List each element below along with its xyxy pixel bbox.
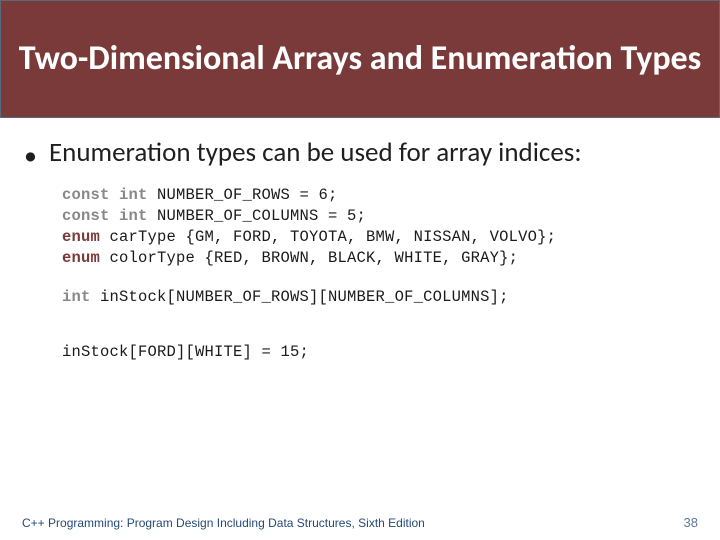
keyword-enum: enum: [62, 228, 100, 246]
keyword-enum: enum: [62, 249, 100, 267]
keyword-const-int: const int: [62, 207, 148, 225]
code-text: NUMBER_OF_COLUMNS = 5;: [148, 207, 367, 225]
code-line-5: int inStock[NUMBER_OF_ROWS][NUMBER_OF_CO…: [62, 287, 700, 308]
code-line-4: enum colorType {RED, BROWN, BLACK, WHITE…: [62, 248, 700, 269]
footer: C++ Programming: Program Design Includin…: [0, 515, 720, 530]
content-area: • Enumeration types can be used for arra…: [0, 118, 720, 363]
code-text: NUMBER_OF_ROWS = 6;: [148, 186, 338, 204]
bullet-marker: •: [24, 140, 37, 171]
code-text: carType {GM, FORD, TOYOTA, BMW, NISSAN, …: [100, 228, 556, 246]
page-number: 38: [684, 515, 698, 530]
code-text: colorType {RED, BROWN, BLACK, WHITE, GRA…: [100, 249, 518, 267]
code-line-2: const int NUMBER_OF_COLUMNS = 5;: [62, 206, 700, 227]
code-text: inStock[NUMBER_OF_ROWS][NUMBER_OF_COLUMN…: [91, 288, 509, 306]
keyword-int: int: [62, 288, 91, 306]
bullet-item: • Enumeration types can be used for arra…: [24, 136, 700, 171]
footer-text: C++ Programming: Program Design Includin…: [22, 516, 425, 530]
code-line-1: const int NUMBER_OF_ROWS = 6;: [62, 185, 700, 206]
title-bar: Two-Dimensional Arrays and Enumeration T…: [0, 0, 720, 118]
slide-title: Two-Dimensional Arrays and Enumeration T…: [19, 39, 702, 80]
code-line-6: inStock[FORD][WHITE] = 15;: [62, 342, 700, 363]
bullet-text: Enumeration types can be used for array …: [49, 136, 582, 170]
keyword-const-int: const int: [62, 186, 148, 204]
code-block: const int NUMBER_OF_ROWS = 6; const int …: [62, 185, 700, 363]
code-line-3: enum carType {GM, FORD, TOYOTA, BMW, NIS…: [62, 227, 700, 248]
